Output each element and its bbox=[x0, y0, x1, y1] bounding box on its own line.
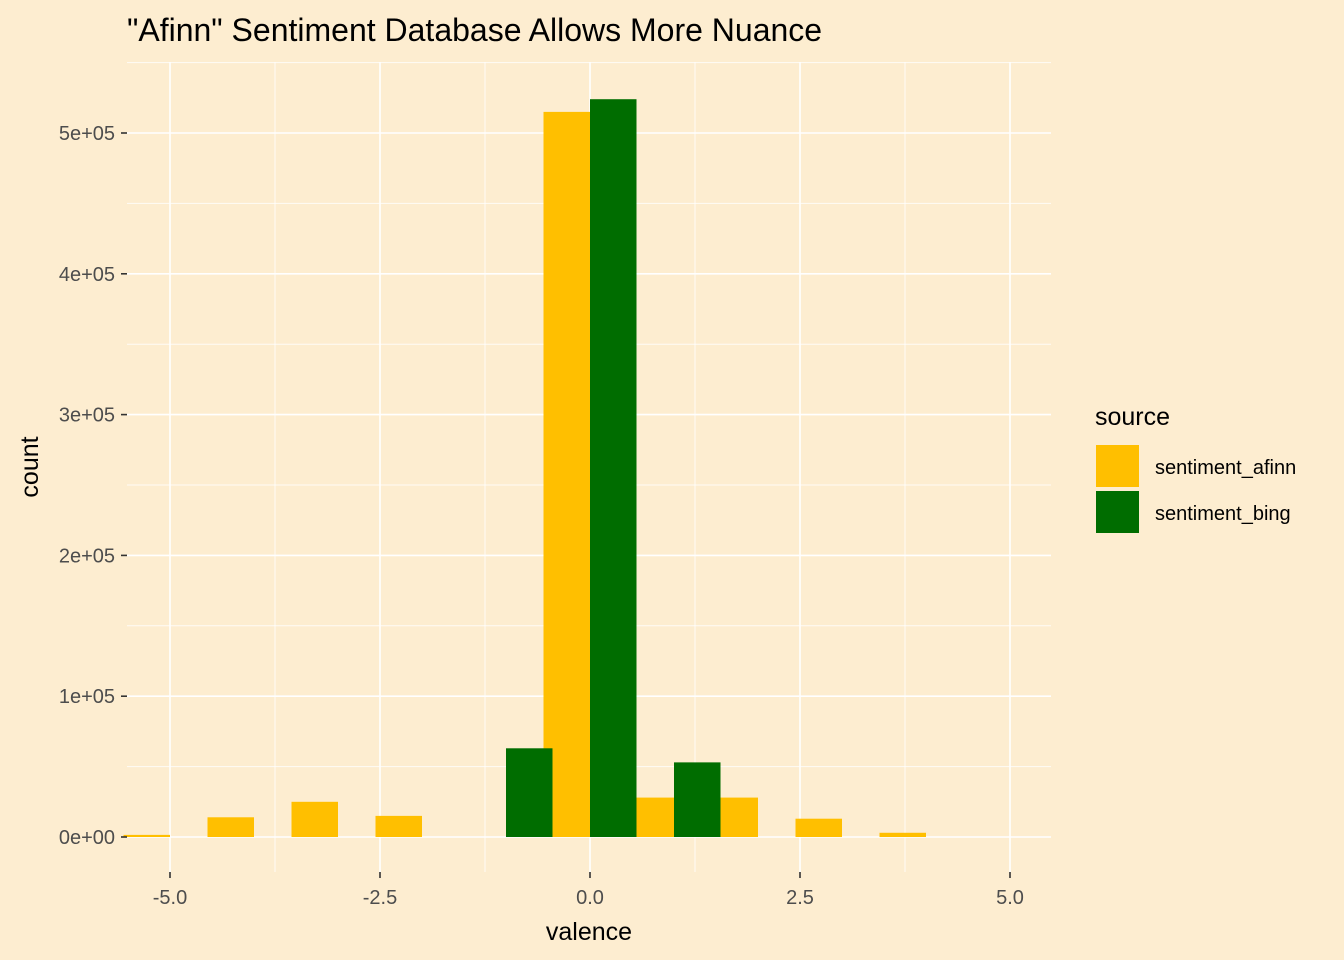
legend: source sentiment_afinn sentiment_bing bbox=[1095, 403, 1296, 533]
legend-key-sentiment_bing bbox=[1096, 491, 1139, 533]
legend-items: sentiment_afinn sentiment_bing bbox=[1096, 445, 1296, 533]
legend-key-sentiment_afinn bbox=[1096, 445, 1139, 487]
x-axis-title: valence bbox=[546, 918, 632, 946]
y-tick-label: 0e+00 bbox=[59, 827, 115, 849]
bar-sentiment_bing-0 bbox=[590, 99, 637, 837]
y-tick-label: 1e+05 bbox=[59, 686, 115, 708]
chart-title: "Afinn" Sentiment Database Allows More N… bbox=[127, 12, 822, 48]
y-tick-label: 5e+05 bbox=[59, 123, 115, 145]
bar-sentiment_bing-1 bbox=[674, 762, 721, 837]
y-axis-title: count bbox=[16, 436, 44, 497]
bars bbox=[123, 99, 926, 837]
y-axis-ticks: 0e+00 1e+05 2e+05 3e+05 4e+05 5e+05 bbox=[59, 123, 127, 849]
legend-title: source bbox=[1095, 403, 1170, 431]
x-tick-label: 5.0 bbox=[996, 887, 1024, 909]
x-tick-label: -5.0 bbox=[153, 887, 187, 909]
x-tick-label: -2.5 bbox=[363, 887, 397, 909]
y-tick-label: 3e+05 bbox=[59, 405, 115, 427]
bar-sentiment_afinn-0 bbox=[543, 111, 590, 837]
bar-sentiment_afinn-3 bbox=[795, 818, 842, 837]
x-tick-label: 2.5 bbox=[786, 887, 814, 909]
bar-sentiment_afinn--2 bbox=[375, 815, 422, 837]
bar-sentiment_afinn--5 bbox=[123, 834, 170, 837]
bar-sentiment_afinn--4 bbox=[207, 817, 254, 837]
x-axis-ticks: -5.0 -2.5 0.0 2.5 5.0 bbox=[153, 872, 1024, 909]
y-tick-label: 2e+05 bbox=[59, 545, 115, 567]
legend-label-sentiment_afinn: sentiment_afinn bbox=[1155, 457, 1296, 479]
bar-sentiment_bing--1 bbox=[506, 748, 553, 837]
y-tick-label: 4e+05 bbox=[59, 264, 115, 286]
bar-sentiment_afinn--3 bbox=[291, 801, 338, 837]
legend-label-sentiment_bing: sentiment_bing bbox=[1155, 503, 1291, 525]
bar-sentiment_afinn-4 bbox=[879, 832, 926, 837]
x-tick-label: 0.0 bbox=[576, 887, 604, 909]
